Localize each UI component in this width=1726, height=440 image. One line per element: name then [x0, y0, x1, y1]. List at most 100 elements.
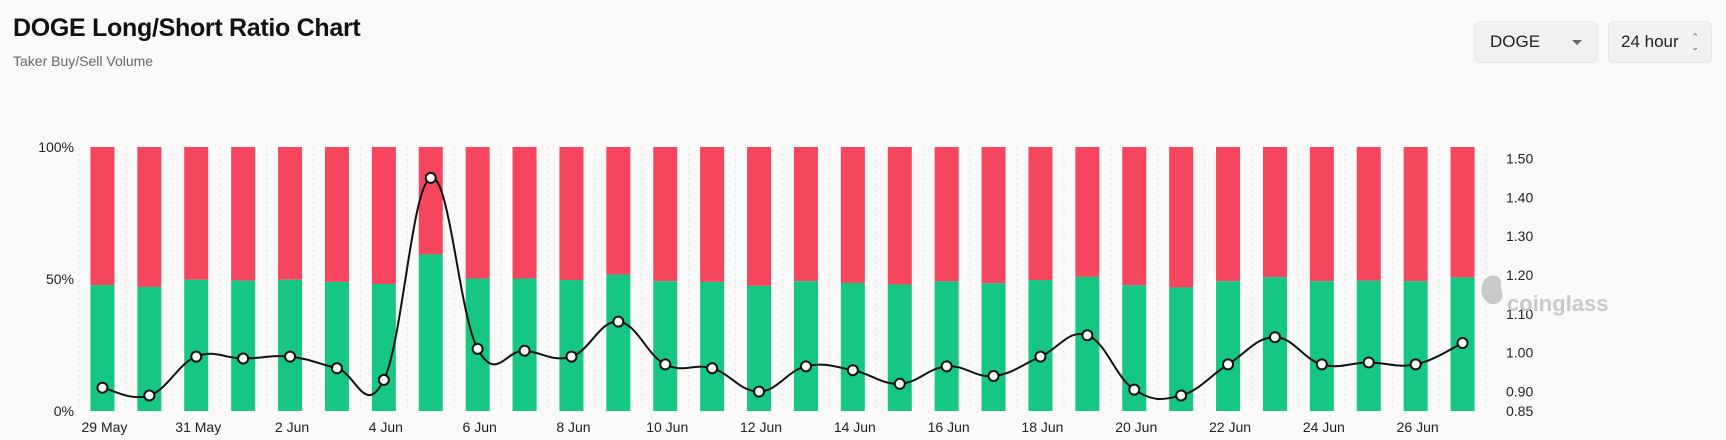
- long-bar: [1028, 280, 1053, 411]
- long-bar: [324, 281, 349, 411]
- left-axis-tick: 50%: [46, 271, 74, 287]
- right-axis-tick: 1.40: [1506, 189, 1533, 205]
- ratio-point: [424, 171, 437, 184]
- ratio-point: [284, 350, 297, 363]
- bars: [90, 147, 1475, 411]
- right-axis-tick: 1.10: [1506, 306, 1533, 322]
- long-bar: [981, 283, 1006, 411]
- right-axis-tick: 0.90: [1506, 384, 1533, 400]
- ratio-point: [96, 381, 109, 394]
- ratio-line-layer: [96, 171, 1469, 402]
- x-axis-tick: 26 Jun: [1397, 419, 1439, 435]
- x-axis-tick: 29 May: [81, 419, 127, 435]
- ratio-point: [1456, 337, 1469, 350]
- page-subtitle: Taker Buy/Sell Volume: [13, 53, 154, 69]
- coin-select-value: DOGE: [1490, 32, 1541, 51]
- long-bar: [793, 281, 818, 411]
- coin-select[interactable]: DOGE: [1474, 21, 1598, 63]
- long-bar: [700, 281, 725, 411]
- ratio-point: [1315, 358, 1328, 371]
- x-axis-tick: 24 Jun: [1303, 419, 1345, 435]
- long-bar: [371, 284, 396, 411]
- x-axis-tick: 20 Jun: [1115, 419, 1157, 435]
- short-bar: [1075, 147, 1100, 277]
- ratio-point: [565, 350, 578, 363]
- chart-controls: DOGE 24 hour ⌃ ⌄: [1474, 21, 1712, 63]
- right-axis-tick: 0.85: [1506, 403, 1533, 419]
- short-bar: [1356, 147, 1381, 281]
- axes: 0% 50% 100% 0.85 0.90 1.00 1.10 1.20 1.30 1.40 1.5…: [38, 139, 1533, 435]
- short-bar: [1169, 147, 1194, 288]
- long-bar: [840, 282, 865, 411]
- left-axis-tick: 0%: [54, 403, 74, 419]
- short-bar: [278, 147, 303, 280]
- long-bar: [1403, 281, 1428, 411]
- ratio-point: [753, 385, 766, 398]
- short-bar: [1403, 147, 1428, 282]
- ratio-point: [190, 350, 203, 363]
- short-bar: [934, 147, 959, 282]
- ratio-point: [987, 370, 1000, 383]
- long-bar: [1075, 276, 1100, 411]
- short-bar: [793, 147, 818, 282]
- interval-select[interactable]: 24 hour ⌃ ⌄: [1608, 21, 1712, 63]
- x-axis-tick: 22 Jun: [1209, 419, 1251, 435]
- short-bar: [700, 147, 725, 282]
- ratio-point: [237, 352, 250, 365]
- up-down-arrows-icon: ⌃ ⌄: [1691, 31, 1699, 52]
- ratio-point: [1268, 331, 1281, 344]
- right-axis-tick: 1.30: [1506, 228, 1533, 244]
- short-bar: [465, 147, 490, 279]
- right-axis-tick: 1.00: [1506, 345, 1533, 361]
- ratio-point: [1034, 350, 1047, 363]
- ratio-point: [1175, 389, 1188, 402]
- short-bar: [653, 147, 678, 282]
- ratio-point: [1081, 329, 1094, 342]
- long-bar: [278, 279, 303, 411]
- coinglass-logo-icon: [1481, 275, 1503, 305]
- x-axis-tick: 12 Jun: [740, 419, 782, 435]
- long-bar: [887, 284, 912, 411]
- short-bar: [137, 147, 162, 287]
- ratio-point: [893, 377, 906, 390]
- page-title: DOGE Long/Short Ratio Chart: [13, 14, 361, 42]
- long-bar: [1216, 281, 1241, 411]
- ratio-point: [1128, 383, 1141, 396]
- right-axis-tick: 1.50: [1506, 151, 1533, 167]
- short-bar: [90, 147, 115, 286]
- short-bar: [840, 147, 865, 283]
- long-bar: [1262, 277, 1287, 411]
- ratio-point: [1362, 356, 1375, 369]
- x-axis-tick: 18 Jun: [1021, 419, 1063, 435]
- ratio-point: [330, 362, 343, 375]
- short-bar: [184, 147, 209, 280]
- ratio-point: [659, 358, 672, 371]
- short-bar: [887, 147, 912, 285]
- short-bar: [1309, 147, 1334, 282]
- long-bar: [1309, 281, 1334, 411]
- long-bar: [606, 274, 631, 411]
- ratio-point: [1409, 358, 1422, 371]
- long-bar: [653, 281, 678, 411]
- left-axis-tick: 100%: [38, 139, 74, 155]
- x-axis-tick: 16 Jun: [928, 419, 970, 435]
- long-bar: [231, 280, 256, 411]
- long-bar: [559, 280, 584, 411]
- interval-select-value: 24 hour: [1621, 32, 1679, 51]
- x-axis-tick: 6 Jun: [463, 419, 497, 435]
- x-axis-tick: 4 Jun: [369, 419, 403, 435]
- short-bar: [981, 147, 1006, 284]
- long-bar: [512, 278, 537, 411]
- right-axis-tick: 1.20: [1506, 267, 1533, 283]
- ratio-point: [799, 360, 812, 373]
- ratio-point: [377, 373, 390, 386]
- short-bar: [1262, 147, 1287, 278]
- long-bar: [184, 279, 209, 411]
- short-bar: [512, 147, 537, 279]
- short-bar: [1122, 147, 1147, 286]
- ratio-point: [1222, 358, 1235, 371]
- short-bar: [559, 147, 584, 281]
- x-axis-tick: 8 Jun: [556, 419, 590, 435]
- ratio-point: [706, 362, 719, 375]
